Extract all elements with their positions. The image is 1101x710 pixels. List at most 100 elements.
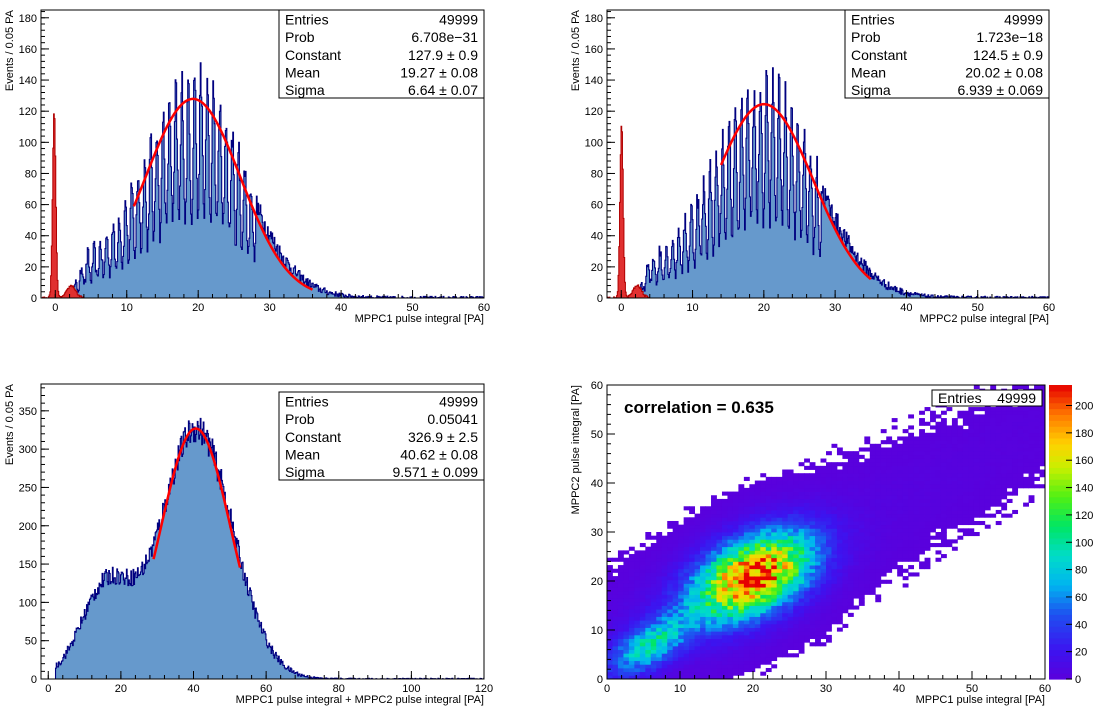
heatmap-cell — [798, 546, 805, 551]
heatmap-cell — [727, 524, 734, 529]
heatmap-cell — [743, 572, 750, 577]
heatmap-cell — [919, 524, 925, 529]
heatmap-cell — [798, 487, 805, 492]
heatmap-cell — [716, 660, 723, 665]
heatmap-cell — [946, 543, 953, 548]
heatmap-cell — [831, 590, 838, 595]
heatmap-cell — [711, 513, 717, 518]
heatmap-cell — [820, 579, 827, 584]
heatmap-cell — [979, 418, 986, 423]
heatmap-cell — [645, 572, 652, 577]
heatmap-cell — [793, 546, 800, 551]
heatmap-cell — [951, 517, 958, 522]
heatmap-cell — [1001, 476, 1008, 481]
heatmap-cell — [864, 520, 871, 526]
heatmap-cell — [776, 554, 783, 559]
heatmap-cell — [743, 506, 750, 511]
heatmap-cell — [880, 451, 887, 456]
heatmap-cell — [749, 634, 756, 639]
heatmap-cell — [880, 565, 887, 570]
heatmap-cell — [749, 568, 756, 573]
heatmap-cell — [672, 543, 679, 548]
heatmap-cell — [836, 543, 843, 548]
heatmap-cell — [705, 550, 712, 555]
heatmap-cell — [607, 587, 613, 592]
color-scale-label: 120 — [1075, 510, 1093, 522]
heatmap-cell — [913, 517, 920, 522]
heatmap-cell — [694, 524, 701, 529]
signal-histogram — [69, 62, 484, 298]
heatmap-cell — [732, 623, 739, 628]
stats-label: Constant — [285, 47, 341, 63]
heatmap-cell — [1017, 462, 1024, 467]
color-scale-band — [1049, 385, 1072, 392]
heatmap-cell — [908, 532, 915, 537]
heatmap-cell — [820, 513, 827, 518]
heatmap-cell — [809, 506, 816, 511]
heatmap-cell — [842, 550, 849, 555]
heatmap-cell — [639, 576, 646, 581]
heatmap-cell — [973, 429, 980, 434]
x-tick-label: 50 — [406, 302, 418, 314]
heatmap-cell — [809, 520, 816, 526]
heatmap-cell — [776, 543, 783, 548]
heatmap-cell — [815, 557, 821, 562]
heatmap-cell — [798, 506, 805, 511]
stats-value: 124.5 ± 0.9 — [973, 47, 1043, 63]
heatmap-cell — [831, 480, 838, 485]
heatmap-cell — [842, 469, 849, 474]
heatmap-cell — [732, 660, 739, 665]
heatmap-cell — [847, 568, 854, 573]
heatmap-cell — [979, 436, 986, 441]
heatmap-cell — [732, 506, 739, 511]
heatmap-cell — [826, 498, 832, 503]
heatmap-cell — [645, 532, 652, 537]
heatmap-cell — [612, 634, 619, 639]
heatmap-cell — [760, 520, 767, 526]
heatmap-cell — [836, 572, 843, 577]
heatmap-cell — [782, 476, 789, 481]
heatmap-cell — [820, 612, 827, 617]
heatmap-cell — [793, 491, 800, 496]
heatmap-cell — [864, 491, 871, 496]
heatmap-cell — [650, 616, 657, 621]
heatmap-cell — [749, 539, 756, 544]
heatmap-cell — [853, 590, 860, 595]
heatmap-cell — [749, 506, 756, 511]
stats-box-frame — [278, 391, 485, 481]
heatmap-cell — [973, 520, 980, 526]
signal-histogram — [635, 67, 1049, 298]
heatmap-cell — [787, 473, 794, 478]
heatmap-cell — [820, 543, 827, 548]
heatmap-cell — [886, 528, 893, 533]
heatmap-cell — [908, 458, 915, 463]
stats-label: Entries — [285, 394, 329, 410]
heatmap-cell — [831, 528, 838, 533]
heatmap-cell — [1017, 407, 1024, 412]
heatmap-cell — [754, 623, 761, 628]
heatmap-cell — [732, 612, 739, 617]
heatmap-cell — [732, 587, 739, 592]
heatmap-cell — [727, 653, 734, 658]
heatmap-cell — [634, 557, 641, 562]
y-tick-label: 40 — [25, 231, 37, 243]
heatmap-cell — [694, 664, 701, 669]
heatmap-cell — [607, 557, 613, 562]
heatmap-cell — [1034, 484, 1040, 489]
heatmap-cell — [705, 649, 712, 654]
heatmap-cell — [689, 583, 696, 588]
heatmap-cell — [935, 443, 942, 448]
heatmap-cell — [924, 436, 931, 441]
heatmap-cell — [809, 480, 816, 485]
heatmap-cell — [858, 491, 865, 496]
heatmap-cell — [1001, 502, 1008, 507]
heatmap-cell — [727, 598, 734, 603]
heatmap-cell — [831, 506, 838, 511]
heatmap-cell — [689, 649, 696, 654]
heatmap-cell — [1006, 458, 1013, 463]
heatmap-cell — [809, 568, 816, 573]
heatmap-cell — [672, 620, 679, 625]
heatmap-cell — [612, 579, 619, 584]
heatmap-cell — [1039, 385, 1046, 390]
heatmap-cell — [842, 532, 849, 537]
